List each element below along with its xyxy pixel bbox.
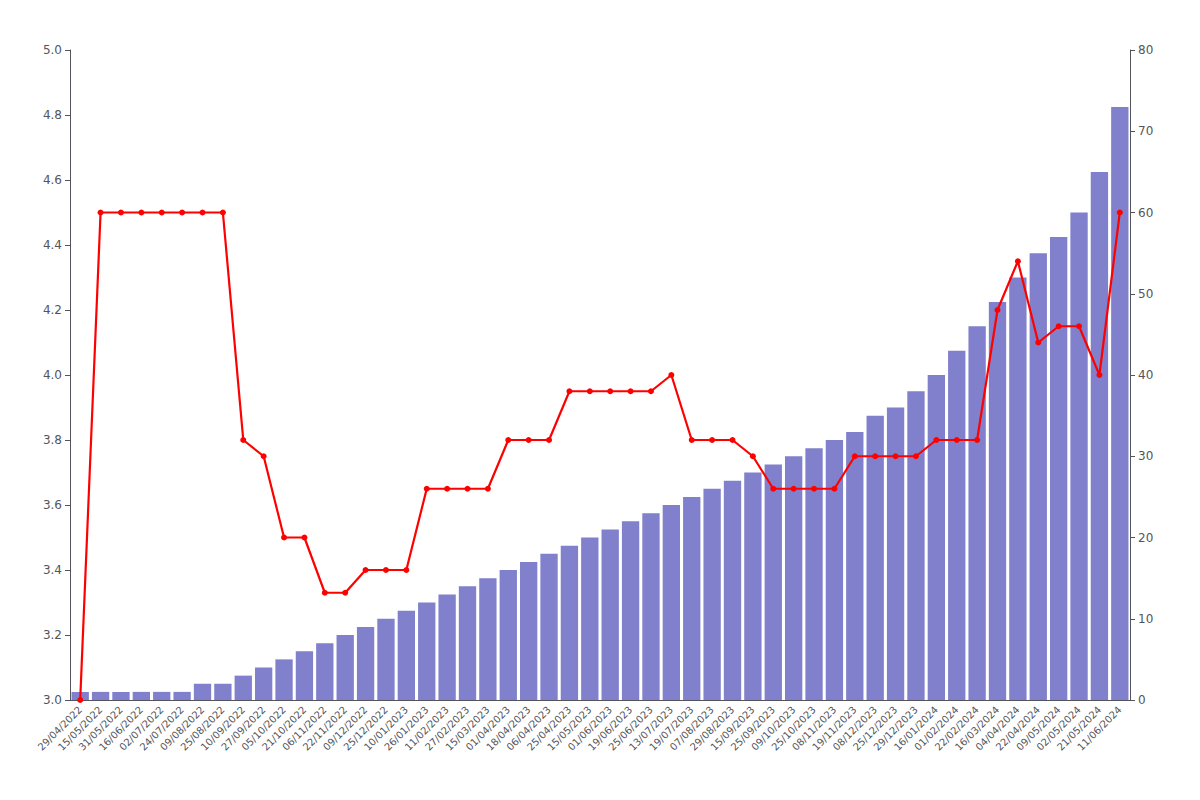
- svg-text:27/02/2023: 27/02/2023: [422, 704, 472, 753]
- svg-text:11/06/2024: 11/06/2024: [1075, 704, 1123, 752]
- svg-text:08/11/2023: 08/11/2023: [789, 704, 839, 753]
- svg-text:18/04/2023: 18/04/2023: [484, 704, 533, 753]
- svg-text:22/02/2024: 22/02/2024: [932, 704, 981, 753]
- svg-text:4.6: 4.6: [43, 173, 62, 187]
- svg-text:25/12/2022: 25/12/2022: [341, 704, 390, 753]
- svg-text:3.4: 3.4: [43, 563, 62, 577]
- svg-text:31/05/2022: 31/05/2022: [76, 704, 125, 753]
- svg-text:10/01/2023: 10/01/2023: [361, 704, 411, 753]
- svg-text:13/07/2023: 13/07/2023: [626, 704, 676, 753]
- svg-text:80: 80: [1138, 43, 1153, 57]
- svg-text:27/09/2022: 27/09/2022: [219, 704, 268, 753]
- svg-text:07/08/2023: 07/08/2023: [667, 704, 716, 753]
- svg-text:16/06/2022: 16/06/2022: [96, 704, 146, 753]
- svg-text:4.8: 4.8: [43, 108, 62, 122]
- svg-text:09/08/2022: 09/08/2022: [157, 704, 207, 753]
- svg-text:19/11/2023: 19/11/2023: [810, 704, 859, 753]
- svg-text:20: 20: [1138, 531, 1153, 545]
- svg-text:0: 0: [1138, 693, 1146, 707]
- svg-text:25/12/2023: 25/12/2023: [851, 704, 900, 753]
- svg-text:16/01/2024: 16/01/2024: [891, 704, 941, 753]
- svg-text:25/08/2022: 25/08/2022: [178, 704, 227, 753]
- svg-text:25/06/2023: 25/06/2023: [606, 704, 655, 753]
- svg-text:50: 50: [1138, 287, 1153, 301]
- svg-text:15/05/2023: 15/05/2023: [545, 704, 594, 753]
- svg-text:05/10/2022: 05/10/2022: [239, 704, 288, 753]
- svg-text:02/05/2024: 02/05/2024: [1034, 704, 1083, 753]
- svg-text:25/09/2023: 25/09/2023: [728, 704, 778, 753]
- svg-text:25/10/2023: 25/10/2023: [769, 704, 818, 753]
- svg-text:70: 70: [1138, 124, 1153, 138]
- svg-text:06/11/2022: 06/11/2022: [280, 704, 329, 753]
- svg-text:06/04/2023: 06/04/2023: [504, 704, 553, 753]
- svg-text:40: 40: [1138, 368, 1153, 382]
- svg-text:22/04/2024: 22/04/2024: [993, 704, 1043, 753]
- svg-text:26/01/2023: 26/01/2023: [382, 704, 431, 753]
- svg-text:16/03/2024: 16/03/2024: [952, 704, 1002, 753]
- svg-text:09/10/2023: 09/10/2023: [749, 704, 798, 753]
- svg-text:3.6: 3.6: [43, 498, 62, 512]
- svg-text:21/10/2022: 21/10/2022: [259, 704, 309, 753]
- svg-text:29/08/2023: 29/08/2023: [687, 704, 737, 753]
- svg-text:04/04/2024: 04/04/2024: [973, 704, 1022, 753]
- svg-text:3.2: 3.2: [43, 628, 62, 642]
- svg-text:15/09/2023: 15/09/2023: [708, 704, 757, 753]
- svg-text:60: 60: [1138, 206, 1153, 220]
- svg-text:3.8: 3.8: [43, 433, 62, 447]
- svg-text:19/07/2023: 19/07/2023: [647, 704, 696, 753]
- svg-text:4.4: 4.4: [43, 238, 62, 252]
- svg-text:25/04/2023: 25/04/2023: [524, 704, 574, 753]
- svg-text:4.0: 4.0: [43, 368, 62, 382]
- svg-text:02/07/2022: 02/07/2022: [117, 704, 166, 753]
- svg-text:01/06/2023: 01/06/2023: [565, 704, 615, 753]
- svg-text:5.0: 5.0: [43, 43, 62, 57]
- svg-text:24/07/2022: 24/07/2022: [137, 704, 186, 753]
- svg-text:21/05/2024: 21/05/2024: [1054, 704, 1104, 753]
- svg-text:11/02/2023: 11/02/2023: [402, 704, 451, 753]
- svg-text:15/05/2022: 15/05/2022: [56, 704, 105, 753]
- svg-text:10: 10: [1138, 612, 1153, 626]
- svg-text:10/09/2022: 10/09/2022: [198, 704, 248, 753]
- svg-text:01/04/2023: 01/04/2023: [463, 704, 513, 753]
- svg-text:09/12/2022: 09/12/2022: [321, 704, 370, 753]
- svg-text:15/03/2023: 15/03/2023: [443, 704, 492, 753]
- svg-text:4.2: 4.2: [43, 303, 62, 317]
- svg-text:09/05/2024: 09/05/2024: [1014, 704, 1063, 753]
- svg-text:30: 30: [1138, 449, 1153, 463]
- svg-text:19/06/2023: 19/06/2023: [586, 704, 635, 753]
- svg-text:22/11/2022: 22/11/2022: [300, 704, 350, 753]
- svg-text:29/12/2023: 29/12/2023: [871, 704, 920, 753]
- svg-text:3.0: 3.0: [43, 693, 62, 707]
- svg-text:08/12/2023: 08/12/2023: [830, 704, 880, 753]
- svg-text:29/04/2022: 29/04/2022: [35, 704, 85, 753]
- svg-text:01/02/2024: 01/02/2024: [912, 704, 961, 753]
